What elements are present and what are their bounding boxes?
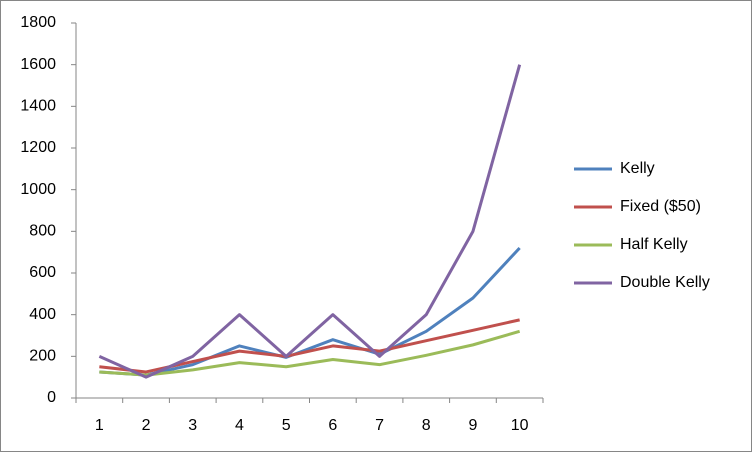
x-tick-label: 3 (188, 417, 197, 434)
legend-label: Double Kelly (620, 274, 710, 291)
y-tick-label: 1200 (20, 139, 56, 156)
x-tick-label: 7 (375, 417, 384, 434)
series-line (99, 246, 521, 377)
x-tick-label: 4 (235, 417, 244, 434)
x-tick-label: 1 (95, 417, 104, 434)
x-tick-label: 9 (468, 417, 477, 434)
legend-label: Fixed ($50) (620, 198, 701, 215)
x-tick-label: 6 (328, 417, 337, 434)
y-tick-label: 0 (47, 389, 56, 406)
series-line (98, 64, 522, 379)
legend-label: Kelly (620, 160, 655, 177)
y-tick-label: 1600 (20, 56, 56, 73)
legend-label: Half Kelly (620, 236, 688, 253)
x-tick-label: 8 (422, 417, 431, 434)
y-tick-label: 200 (29, 348, 56, 365)
y-tick-label: 400 (29, 306, 56, 323)
y-tick-label: 800 (29, 223, 56, 240)
y-tick-label: 1400 (20, 98, 56, 115)
y-tick-label: 1800 (20, 14, 56, 31)
y-tick-label: 600 (29, 264, 56, 281)
x-tick-label: 2 (142, 417, 151, 434)
x-tick-label: 5 (282, 417, 291, 434)
y-tick-label: 1000 (20, 181, 56, 198)
series-line (99, 329, 521, 377)
x-tick-label: 10 (511, 417, 529, 434)
